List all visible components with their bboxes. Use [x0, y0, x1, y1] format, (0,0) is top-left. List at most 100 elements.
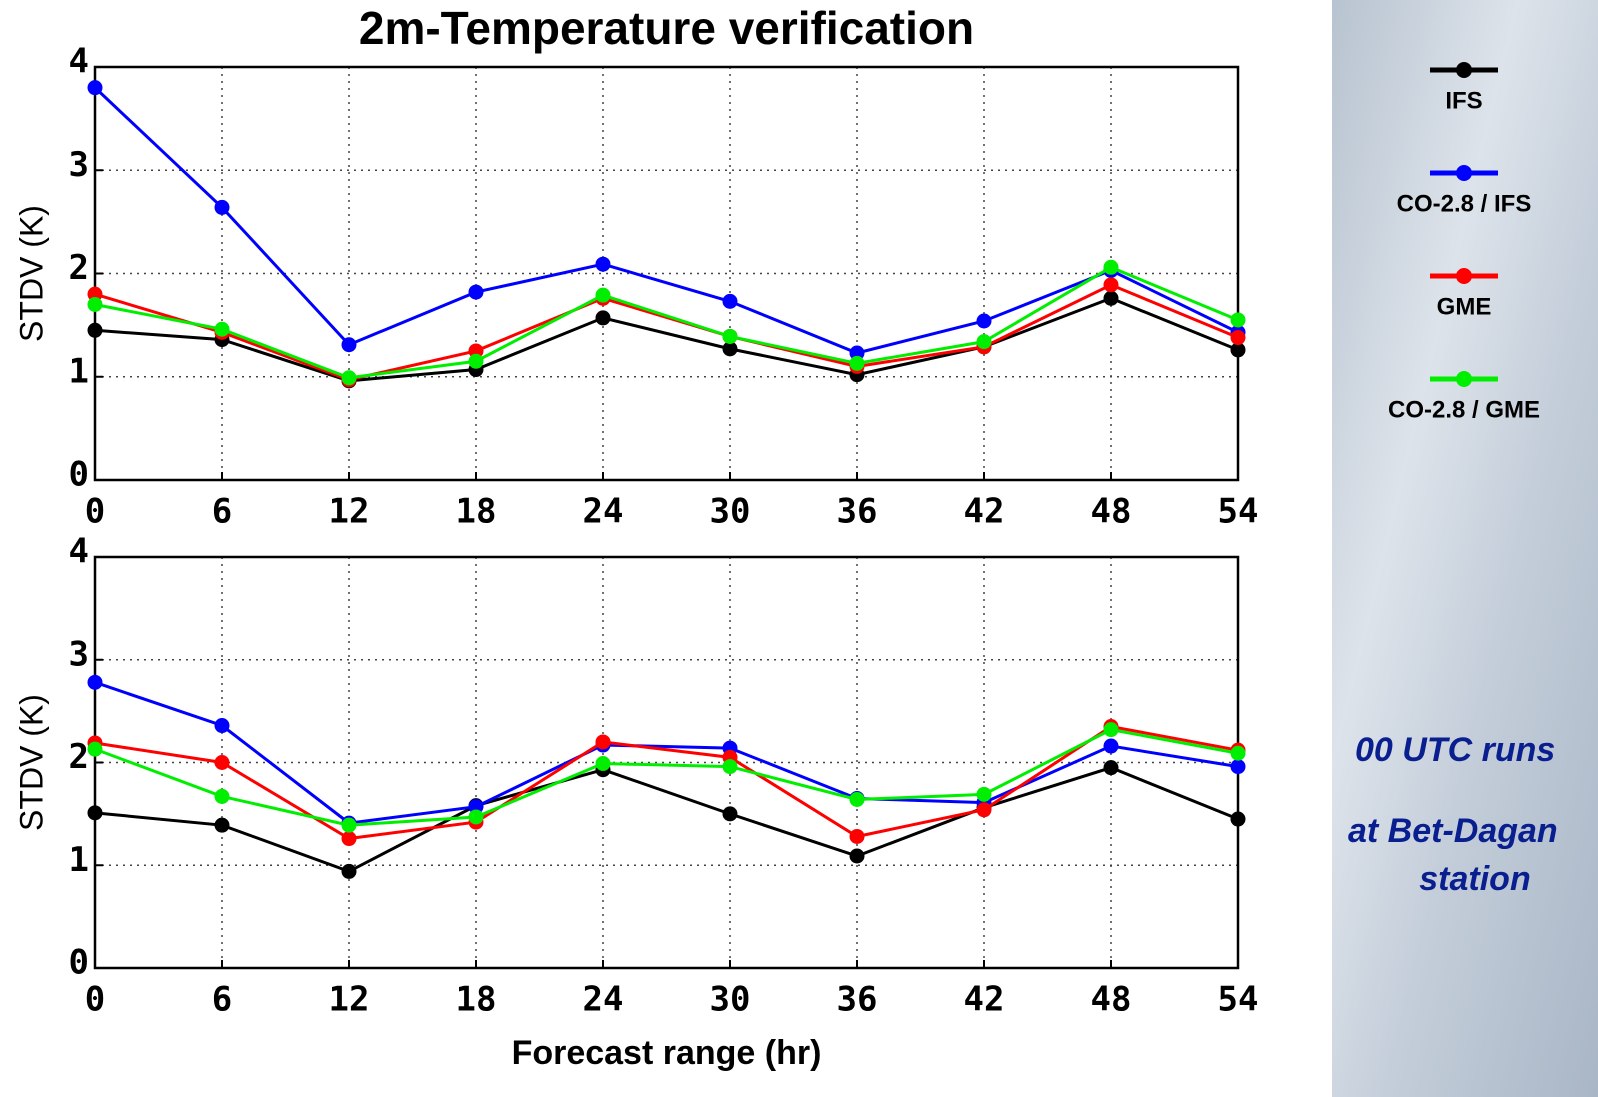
y-tick-label: 3	[69, 145, 89, 185]
data-point	[722, 759, 738, 775]
data-point	[214, 199, 230, 215]
y-tick-label: 3	[69, 634, 89, 674]
legend-marker	[1456, 268, 1472, 284]
data-point	[1230, 745, 1246, 761]
data-point	[468, 284, 484, 300]
y-tick-label: 1	[69, 840, 89, 880]
y-tick-label: 2	[69, 737, 89, 777]
x-tick-label: 54	[1218, 980, 1259, 1020]
data-point	[468, 353, 484, 369]
x-tick-label: 6	[212, 980, 232, 1020]
x-tick-label: 6	[212, 492, 232, 532]
data-point	[468, 809, 484, 825]
data-point	[214, 817, 230, 833]
x-tick-label: 12	[329, 980, 370, 1020]
x-tick-label: 0	[85, 980, 105, 1020]
data-point	[722, 293, 738, 309]
x-tick-label: 48	[1091, 980, 1132, 1020]
chart-title: 2m-Temperature verification	[359, 2, 974, 54]
y-tick-label: 2	[69, 248, 89, 288]
data-point	[1230, 759, 1246, 775]
data-point	[1230, 330, 1246, 346]
data-point	[214, 788, 230, 804]
annotation: at Bet-Dagan	[1348, 812, 1558, 850]
y-axis-label: STDV (K)	[13, 694, 49, 831]
legend-label: CO-2.8 / IFS	[1397, 190, 1532, 217]
data-point	[341, 370, 357, 386]
legend-label: GME	[1437, 293, 1492, 320]
data-point	[87, 674, 103, 690]
data-point	[341, 337, 357, 353]
data-point	[722, 328, 738, 344]
data-point	[976, 786, 992, 802]
x-tick-label: 48	[1091, 492, 1132, 532]
data-point	[1103, 738, 1119, 754]
data-point	[722, 806, 738, 822]
x-tick-label: 0	[85, 492, 105, 532]
data-point	[1230, 312, 1246, 328]
series-line	[94, 680, 1239, 825]
series-line	[94, 728, 1239, 827]
legend-marker	[1456, 62, 1472, 78]
data-point	[849, 355, 865, 371]
data-point	[1103, 760, 1119, 776]
x-tick-label: 36	[837, 492, 878, 532]
data-point	[87, 296, 103, 312]
x-tick-label: 30	[710, 980, 751, 1020]
y-tick-label: 0	[69, 455, 89, 495]
series-line	[94, 724, 1239, 841]
data-point	[849, 848, 865, 864]
y-tick-label: 1	[69, 351, 89, 391]
y-tick-label: 4	[69, 532, 89, 572]
data-point	[1230, 342, 1246, 358]
data-point	[595, 756, 611, 772]
data-point	[468, 799, 484, 815]
series-line	[94, 296, 1239, 383]
x-tick-label: 42	[964, 980, 1005, 1020]
data-point	[214, 755, 230, 770]
data-point	[1103, 290, 1119, 306]
plot-frame	[93, 65, 1240, 482]
legend-label: IFS	[1445, 87, 1482, 114]
data-point	[1103, 277, 1119, 293]
x-tick-label: 24	[583, 492, 624, 532]
data-point	[849, 345, 865, 361]
data-point	[595, 256, 611, 272]
data-point	[976, 802, 992, 818]
data-point	[87, 741, 103, 757]
data-point	[87, 805, 103, 821]
data-point	[87, 322, 103, 338]
annotation: station	[1419, 860, 1530, 898]
side-panel	[1332, 0, 1598, 1097]
legend-marker	[1456, 371, 1472, 387]
y-tick-label: 4	[69, 42, 89, 82]
data-point	[341, 831, 357, 847]
data-point	[468, 343, 484, 359]
data-point	[214, 321, 230, 337]
x-tick-label: 18	[456, 492, 497, 532]
x-tick-label: 30	[710, 492, 751, 532]
data-point	[595, 734, 611, 750]
data-point	[1230, 811, 1246, 827]
legend-marker	[1456, 165, 1472, 181]
y-axis-label: STDV (K)	[13, 205, 49, 342]
data-point	[849, 791, 865, 807]
x-tick-label: 36	[837, 980, 878, 1020]
x-tick-label: 42	[964, 492, 1005, 532]
x-tick-label: 12	[329, 492, 370, 532]
series-line	[94, 265, 1239, 380]
annotation: 00 UTC runs	[1355, 731, 1555, 769]
series-line	[94, 766, 1239, 874]
data-point	[595, 310, 611, 326]
x-tick-label: 18	[456, 980, 497, 1020]
data-point	[341, 863, 357, 879]
x-axis-label: Forecast range (hr)	[512, 1034, 822, 1072]
data-point	[87, 80, 103, 96]
plot-frame	[93, 555, 1240, 970]
data-point	[849, 828, 865, 844]
data-point	[341, 817, 357, 833]
x-tick-label: 24	[583, 980, 624, 1020]
x-tick-label: 54	[1218, 492, 1259, 532]
